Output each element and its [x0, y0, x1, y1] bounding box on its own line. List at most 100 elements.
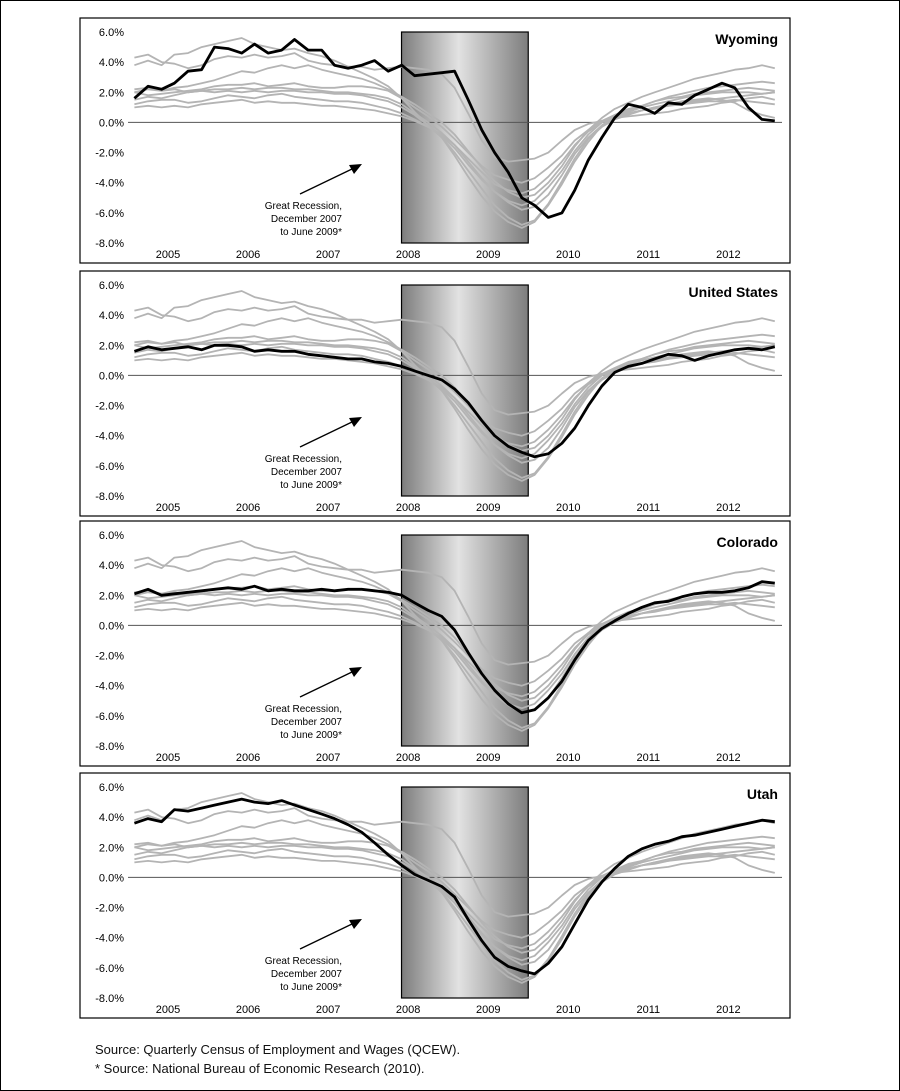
highlight-series-line [133, 343, 776, 459]
y-tick-label: -6.0% [95, 711, 124, 723]
background-series-line [134, 52, 776, 163]
x-tick-label: 2011 [636, 1004, 660, 1016]
y-tick-label: 0.0% [99, 620, 124, 632]
annotation-arrow-shaft [299, 671, 353, 698]
panel-title: Utah [747, 786, 778, 802]
x-tick-label: 2010 [556, 1004, 580, 1016]
y-tick-label: 4.0% [99, 57, 124, 69]
y-tick-label: 4.0% [99, 812, 124, 824]
source-line-qcew: Source: Quarterly Census of Employment a… [95, 1042, 461, 1057]
x-tick-label: 2005 [156, 1004, 180, 1016]
y-tick-label: -4.0% [95, 681, 124, 693]
annotation-line: December 2007 [271, 717, 343, 728]
y-tick-label: -8.0% [95, 491, 124, 503]
recession-band [400, 284, 529, 497]
x-tick-label: 2008 [396, 249, 420, 261]
y-tick-label: 2.0% [99, 590, 124, 602]
background-series-line [134, 350, 776, 448]
x-tick-label: 2007 [316, 752, 340, 764]
background-series-line [134, 807, 776, 918]
x-tick-label: 2006 [236, 249, 260, 261]
background-series-line [134, 86, 775, 226]
annotation-arrow-head [349, 417, 362, 427]
x-tick-label: 2009 [476, 752, 500, 764]
y-tick-label: 0.0% [99, 370, 124, 382]
recession-band [400, 534, 529, 747]
annotation-line: to June 2009* [280, 480, 342, 491]
x-tick-label: 2011 [636, 502, 660, 514]
panel-frame [79, 772, 791, 1019]
annotation-line: Great Recession, [265, 201, 342, 212]
x-tick-label: 2010 [556, 752, 580, 764]
x-tick-label: 2011 [636, 249, 660, 261]
background-series-line [134, 555, 776, 666]
x-tick-label: 2005 [156, 249, 180, 261]
y-tick-label: -8.0% [95, 741, 124, 753]
annotation-line: December 2007 [271, 214, 343, 225]
annotation-arrow-shaft [299, 923, 353, 950]
panel-colorado: 6.0% 4.0% 2.0% 0.0% -2.0% -4.0% -6.0% -8.0% 2005… [79, 520, 791, 767]
source-line-nber: * Source: National Bureau of Economic Re… [95, 1061, 425, 1076]
y-tick-label: -6.0% [95, 208, 124, 220]
recession-band [400, 31, 529, 244]
y-tick-label: 6.0% [99, 530, 124, 542]
background-series-line [134, 339, 775, 479]
annotation-arrow-shaft [299, 168, 353, 195]
annotation-line: December 2007 [271, 467, 343, 478]
y-tick-label: 2.0% [99, 87, 124, 99]
y-tick-label: -4.0% [95, 431, 124, 443]
x-tick-label: 2012 [716, 502, 740, 514]
panel-wyoming: 6.0% 4.0% 2.0% 0.0% -2.0% -4.0% -6.0% -8.0% 2005… [79, 17, 791, 264]
x-tick-label: 2012 [716, 1004, 740, 1016]
panel-title: Colorado [717, 534, 778, 550]
source-notes: Source: Quarterly Census of Employment a… [95, 1040, 460, 1078]
annotation-line: to June 2009* [280, 982, 342, 993]
charts-canvas: 6.0% 4.0% 2.0% 0.0% -2.0% -4.0% -6.0% -8.0% 2005… [79, 17, 791, 1019]
panel-united-states: 6.0% 4.0% 2.0% 0.0% -2.0% -4.0% -6.0% -8.0% 2005… [79, 270, 791, 517]
y-tick-label: 0.0% [99, 117, 124, 129]
x-tick-label: 2006 [236, 1004, 260, 1016]
background-series-line [134, 64, 776, 199]
y-tick-label: -4.0% [95, 178, 124, 190]
x-tick-label: 2008 [396, 752, 420, 764]
y-tick-label: -2.0% [95, 148, 124, 160]
background-series-line [134, 841, 775, 981]
y-tick-label: 2.0% [99, 340, 124, 352]
panel-frame [79, 270, 791, 517]
x-tick-label: 2008 [396, 1004, 420, 1016]
y-tick-label: 6.0% [99, 27, 124, 39]
x-tick-label: 2007 [316, 249, 340, 261]
background-series-line [134, 540, 775, 732]
x-tick-label: 2005 [156, 752, 180, 764]
annotation-line: to June 2009* [280, 227, 342, 238]
background-series-line [134, 37, 775, 229]
y-tick-label: -2.0% [95, 903, 124, 915]
y-tick-label: -8.0% [95, 238, 124, 250]
y-tick-label: -6.0% [95, 963, 124, 975]
y-tick-label: 6.0% [99, 782, 124, 794]
x-tick-label: 2008 [396, 502, 420, 514]
panel-title: Wyoming [715, 31, 778, 47]
y-tick-label: 4.0% [99, 560, 124, 572]
x-tick-label: 2009 [476, 249, 500, 261]
background-series-line [134, 335, 775, 437]
x-tick-label: 2010 [556, 502, 580, 514]
x-tick-label: 2011 [636, 752, 660, 764]
x-tick-label: 2006 [236, 752, 260, 764]
y-tick-label: 6.0% [99, 280, 124, 292]
x-tick-label: 2010 [556, 249, 580, 261]
annotation-arrow-head [349, 164, 362, 174]
annotation-arrow-head [349, 919, 362, 929]
background-series-line [134, 567, 776, 702]
background-series-line [134, 852, 776, 950]
background-series-line [134, 792, 775, 984]
y-tick-label: -2.0% [95, 401, 124, 413]
panel-utah: 6.0% 4.0% 2.0% 0.0% -2.0% -4.0% -6.0% -8.0% 2005… [79, 772, 791, 1019]
y-tick-label: -2.0% [95, 651, 124, 663]
y-tick-label: -8.0% [95, 993, 124, 1005]
x-tick-label: 2007 [316, 502, 340, 514]
annotation-line: to June 2009* [280, 730, 342, 741]
recession-band [400, 786, 529, 999]
x-tick-label: 2012 [716, 752, 740, 764]
annotation-arrow-shaft [299, 421, 353, 448]
